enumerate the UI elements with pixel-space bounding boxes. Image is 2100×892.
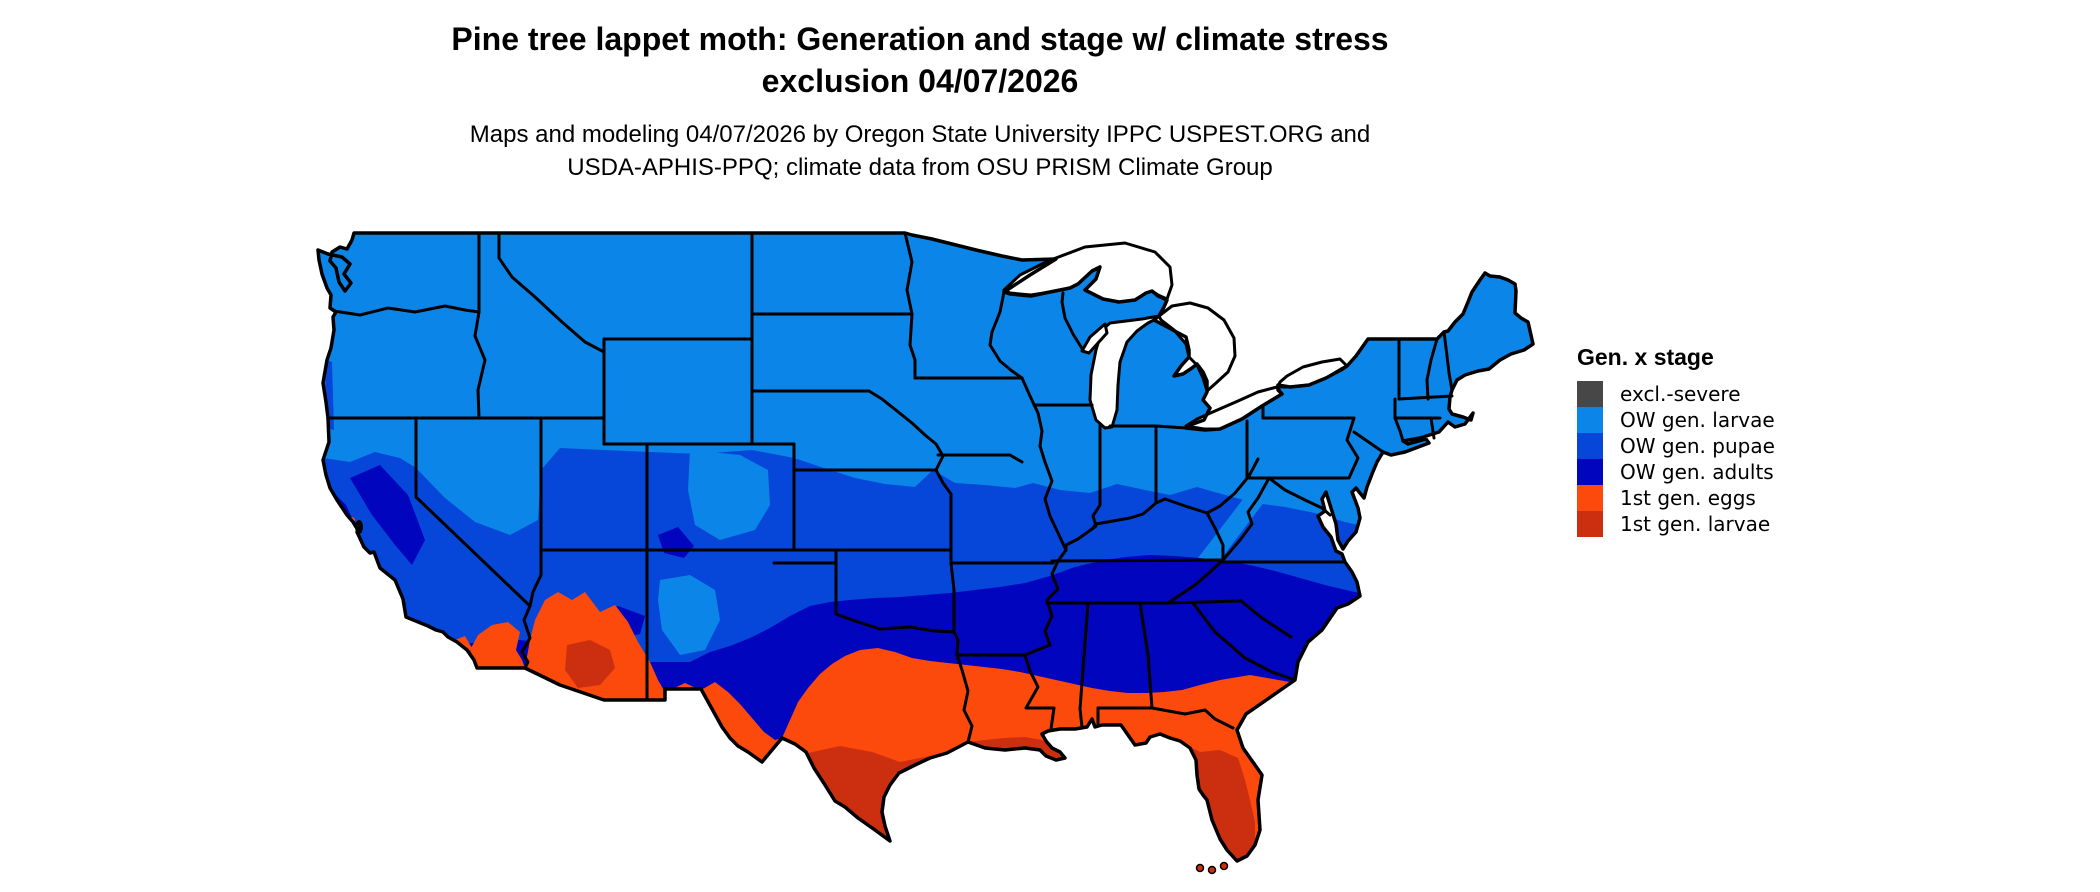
legend-label: excl.-severe bbox=[1620, 382, 1741, 406]
legend-row: OW gen. larvae bbox=[1577, 407, 1877, 433]
legend-row: OW gen. adults bbox=[1577, 459, 1877, 485]
patch-ca-eggs bbox=[470, 622, 525, 668]
patch-nm-larvae bbox=[658, 575, 720, 655]
subtitle-line-2: USDA-APHIS-PPQ; climate data from OSU PR… bbox=[567, 154, 1273, 181]
legend-row: excl.-severe bbox=[1577, 381, 1877, 407]
patch-stx-larvae1 bbox=[808, 746, 947, 841]
title-line-2: exclusion 04/07/2026 bbox=[761, 63, 1079, 99]
page-subtitle: Maps and modeling 04/07/2026 by Oregon S… bbox=[270, 118, 1570, 184]
subtitle-line-1: Maps and modeling 04/07/2026 by Oregon S… bbox=[469, 121, 1371, 148]
patch-az-larvae1 bbox=[565, 640, 615, 688]
legend-row: 1st gen. eggs bbox=[1577, 485, 1877, 511]
patch-co-larvae bbox=[688, 450, 770, 540]
legend-label: OW gen. larvae bbox=[1620, 408, 1775, 432]
legend-label: OW gen. adults bbox=[1620, 460, 1774, 484]
map-fill-layers bbox=[318, 233, 1533, 861]
legend-label: 1st gen. larvae bbox=[1620, 512, 1771, 536]
us-outline bbox=[316, 231, 1535, 863]
legend-row: 1st gen. larvae bbox=[1577, 511, 1877, 537]
lake-michigan bbox=[1088, 314, 1161, 430]
page-title: Pine tree lappet moth: Generation and st… bbox=[270, 18, 1570, 102]
florida-keys bbox=[1195, 861, 1229, 875]
legend-swatch-ow-pupae bbox=[1577, 433, 1603, 459]
legend-label: 1st gen. eggs bbox=[1620, 486, 1756, 510]
legend-swatch-ow-adults bbox=[1577, 459, 1603, 485]
legend-label: OW gen. pupae bbox=[1620, 434, 1775, 458]
legend-swatch-ow-larvae bbox=[1577, 407, 1603, 433]
lake-huron bbox=[1157, 301, 1237, 393]
green-bay bbox=[1080, 322, 1109, 355]
legend-swatch-1st-eggs bbox=[1577, 485, 1603, 511]
legend-title: Gen. x stage bbox=[1577, 344, 1714, 370]
patch-sierra-adults bbox=[350, 465, 425, 565]
legend-row: OW gen. pupae bbox=[1577, 433, 1877, 459]
legend-swatch-1st-larvae bbox=[1577, 511, 1603, 537]
legend: Gen. x stage excl.-severe OW gen. larvae… bbox=[1577, 344, 1877, 537]
legend-swatch-excl-severe bbox=[1577, 381, 1603, 407]
sf-bay bbox=[355, 520, 363, 534]
header: Pine tree lappet moth: Generation and st… bbox=[270, 18, 1570, 184]
title-line-1: Pine tree lappet moth: Generation and st… bbox=[451, 21, 1389, 57]
